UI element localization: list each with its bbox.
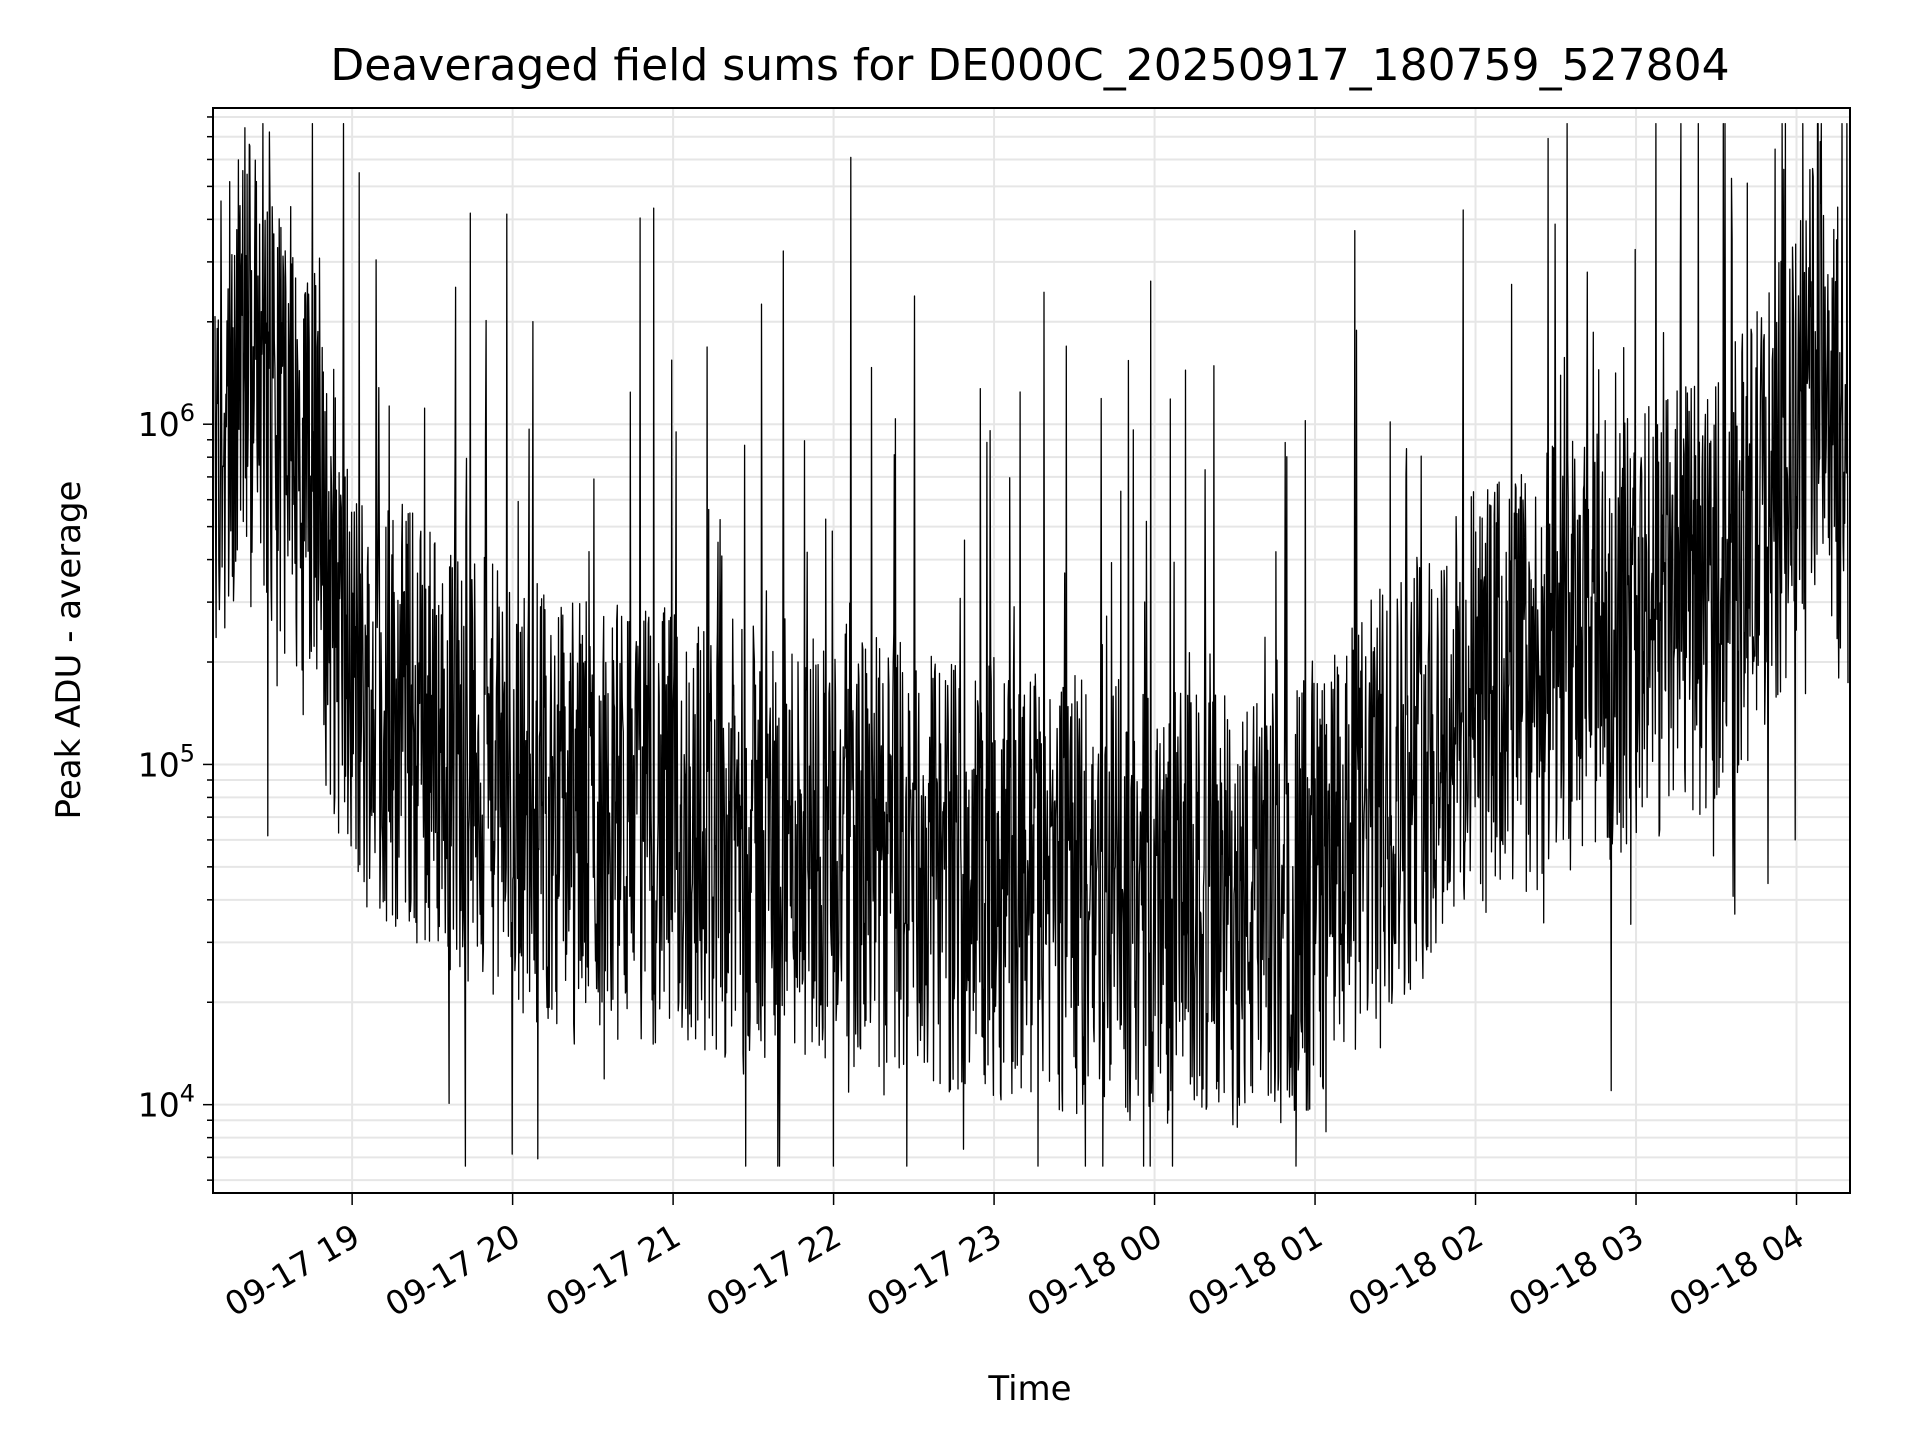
data-series (214, 122, 1849, 1167)
chart-title: Deaveraged field sums for DE000C_2025091… (330, 40, 1729, 91)
data-line (214, 122, 1849, 1167)
plot-frame (212, 107, 1851, 1194)
x-axis-label: Time (987, 1369, 1071, 1409)
y-tick-label: 106 (138, 399, 195, 444)
y-axis-ticks: 104 105 106 (138, 116, 213, 1181)
y-tick-label: 105 (138, 739, 195, 784)
y-tick-label: 104 (138, 1080, 195, 1125)
y-axis-label: Peak ADU - average (49, 481, 89, 820)
